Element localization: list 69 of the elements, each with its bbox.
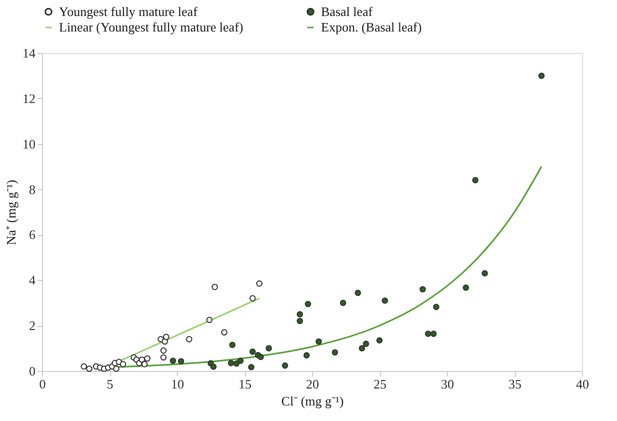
point [221,329,228,336]
y-tick-label: 0 [29,364,36,378]
x-tick-label: 5 [106,376,114,392]
x-tick-label: 0 [39,376,46,392]
point [186,336,192,342]
point [430,330,437,337]
y-tick-label: 6 [29,227,36,242]
point [248,364,254,370]
point [210,364,217,370]
point [170,358,176,364]
point [472,177,478,184]
point [228,360,234,366]
y-tick-label: 4 [29,272,36,288]
y-tick-label: 8 [29,182,36,197]
x-tick-label: 35 [508,376,522,392]
point [86,366,92,372]
point [358,345,366,352]
legend-label: Youngest fully mature leaf [59,4,198,19]
point [212,284,218,290]
point [424,330,432,337]
y-tick-label: 14 [22,46,36,60]
x-tick-label: 10 [171,376,184,392]
y-axis-title: Na⁺ (mg g⁻¹) [4,180,18,246]
point [376,337,383,344]
point [258,354,264,360]
point [160,347,167,354]
y-tick-label: 2 [29,318,36,334]
point [482,270,488,276]
point [249,295,256,302]
point [332,349,338,356]
x-tick-label: 15 [238,376,252,392]
legend-label: Basal leaf [321,4,374,19]
point [362,340,370,347]
y-tick-label: 12 [22,90,36,106]
point [296,311,303,318]
point [237,358,244,364]
point [354,290,362,296]
point [538,72,545,79]
point [316,338,322,345]
point [144,355,150,362]
x-tick-label: 20 [306,376,319,392]
point [206,316,213,324]
point [113,366,120,372]
point [303,352,310,358]
point [178,358,184,364]
point [266,345,272,352]
point [340,300,346,306]
x-tick-label: 30 [441,376,454,392]
point [420,286,426,292]
point [163,334,170,340]
point [256,280,262,287]
y-tick-label: 10 [22,136,36,152]
x-axis-title: Cl⁻ (mg g⁻¹) [281,394,344,408]
point [160,354,167,361]
point [120,361,126,368]
point [296,318,303,324]
point [80,363,87,370]
point [282,362,288,369]
x-tick-label: 25 [374,376,386,392]
point [229,342,236,348]
point [382,297,388,304]
point [249,348,256,355]
point [462,284,470,291]
point [141,361,148,368]
x-tick-label: 40 [576,376,589,392]
point [433,304,440,310]
legend-label: Linear (Youngest fully mature leaf) [59,20,244,34]
point [304,300,312,308]
legend-label: Expon. (Basal leaf) [321,20,422,34]
